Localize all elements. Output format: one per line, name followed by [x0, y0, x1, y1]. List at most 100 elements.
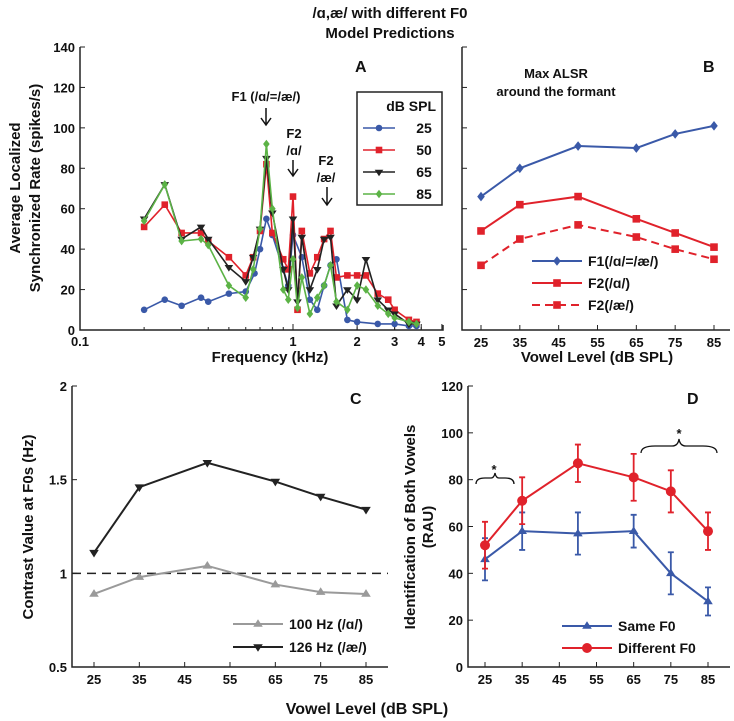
- panel-b-series-0-point: [574, 141, 582, 151]
- panel-c-series-1-point: [315, 493, 326, 502]
- series-50-point: [242, 272, 250, 279]
- panel-b-xtick-label: 75: [668, 335, 682, 350]
- legend-title: dB SPL: [386, 98, 436, 114]
- panel-c-series-1-legend-label: 126 Hz (/æ/): [289, 639, 367, 655]
- panel-b-series-0-legend-label: F1(/ɑ/=/æ/): [588, 253, 658, 269]
- panel-b-series-2-line: [480, 223, 715, 267]
- legend-marker-50: [375, 146, 383, 154]
- panel-d-xtick-label: 45: [552, 672, 566, 687]
- significance-star-2: *: [676, 426, 682, 441]
- series-85-point: [256, 224, 264, 234]
- series-85-point: [333, 297, 340, 306]
- series-85-point: [391, 313, 398, 323]
- panel-a-ytick-label: 140: [53, 40, 75, 55]
- panel-d-ytick-label: 40: [449, 566, 463, 581]
- series-50-point: [269, 229, 276, 237]
- series-25-point: [344, 316, 351, 324]
- panel-d-series-0-point: [666, 568, 676, 577]
- series-85-point: [298, 273, 306, 282]
- panel-c-series-0-point: [89, 589, 99, 597]
- series-50-point: [353, 272, 361, 279]
- panel-b-annotation-2: around the formant: [496, 84, 616, 99]
- series-85-point: [284, 295, 292, 304]
- panel-d-series-1-point: [703, 526, 713, 537]
- panel-d-series-1-point: [517, 495, 528, 506]
- series-85-point: [384, 309, 392, 319]
- annotation-f2a-1: F2: [286, 126, 301, 141]
- panel-c-xtick-label: 85: [359, 672, 373, 687]
- panel-a-xtick-label: 2: [354, 334, 361, 349]
- series-85-point: [242, 293, 250, 302]
- series-50-point: [284, 266, 292, 273]
- series-85-point: [263, 139, 270, 149]
- series-65-point: [373, 297, 383, 304]
- series-65-point: [332, 303, 341, 311]
- series-50-point: [140, 223, 148, 231]
- panel-a-ytick-label: 0: [68, 323, 75, 338]
- panel-d-xtick-label: 65: [626, 672, 640, 687]
- panel-b-series-2-point: [671, 245, 679, 253]
- series-85-point: [327, 261, 334, 270]
- series-85-point: [279, 285, 287, 294]
- panel-d-series-1-point: [572, 458, 583, 469]
- series-85-point: [294, 303, 301, 313]
- panel-a-xtick-label: 1: [289, 334, 296, 349]
- panel-d-ylabel-2: (RAU): [420, 506, 437, 549]
- series-50-point: [279, 255, 287, 263]
- series-65-point: [297, 234, 307, 242]
- panel-c-series-1-point: [89, 549, 99, 558]
- panel-b-xtick-label: 25: [474, 335, 488, 350]
- series-50-point: [344, 272, 351, 279]
- panel-b-annotation-1: Max ALSR: [524, 66, 588, 81]
- panel-a-xlabel: Frequency (kHz): [212, 349, 329, 366]
- series-85-point: [178, 236, 185, 246]
- legend-marker-25: [375, 124, 383, 132]
- panel-c-label: C: [350, 391, 362, 408]
- panel-d-series-0-point: [703, 596, 713, 605]
- series-25-point: [256, 245, 264, 253]
- series-65-point: [203, 236, 213, 244]
- series-25-point: [204, 298, 212, 306]
- panel-a-xtick-label: 4: [418, 334, 426, 349]
- panel-d-series-0-point: [628, 526, 639, 534]
- panel-c-series-1-point: [134, 484, 145, 492]
- series-50-point: [289, 193, 297, 200]
- series-85-point: [249, 265, 257, 274]
- figure-title-line2: Model Predictions: [325, 25, 454, 42]
- panel-c-series-0-point: [134, 572, 145, 580]
- series-85-point: [344, 305, 351, 315]
- panel-c-series-1-point: [270, 478, 281, 487]
- series-50-point: [391, 306, 398, 314]
- panel-b-series-0-point: [671, 129, 679, 139]
- series-25-point: [197, 294, 205, 301]
- panel-a-xtick-label: 3: [391, 334, 398, 349]
- legend-marker-85: [375, 189, 383, 199]
- series-85-point: [413, 319, 420, 329]
- panel-d-series-0-legend-marker: [582, 621, 592, 629]
- panel-b-series-0-legend-marker: [553, 256, 561, 266]
- panel-d-series-1-point: [628, 472, 639, 483]
- series-65-point: [196, 224, 206, 232]
- series-65-point: [224, 265, 234, 272]
- panel-d-series-0-point: [517, 526, 527, 534]
- legend-label-50: 50: [416, 142, 432, 158]
- panel-b-label: B: [703, 59, 715, 76]
- panel-a-ytick-label: 100: [53, 121, 75, 136]
- series-65-point: [319, 236, 329, 244]
- panel-c-series-0-line: [93, 564, 367, 595]
- panel-b-series-2-point: [710, 255, 718, 264]
- panel-b-series-2-point: [574, 221, 582, 229]
- series-65-point: [326, 234, 335, 242]
- panel-b-xlabel: Vowel Level (dB SPL): [521, 349, 673, 366]
- panel-b-series-0-point: [516, 163, 524, 174]
- shared-xlabel: Vowel Level (dB SPL): [286, 701, 448, 718]
- panel-b-xtick-label: 65: [629, 335, 643, 350]
- panel-a-axes: [79, 47, 444, 331]
- panel-d-ytick-label: 20: [449, 613, 463, 628]
- panel-d-ylabel-1: Identification of Both Vowels: [402, 425, 419, 630]
- significance-braces: [475, 438, 718, 485]
- panel-b-xtick-label: 35: [513, 335, 527, 350]
- series-85-point: [140, 216, 148, 226]
- series-50-point: [298, 227, 306, 235]
- panel-d-xtick-label: 35: [515, 672, 529, 687]
